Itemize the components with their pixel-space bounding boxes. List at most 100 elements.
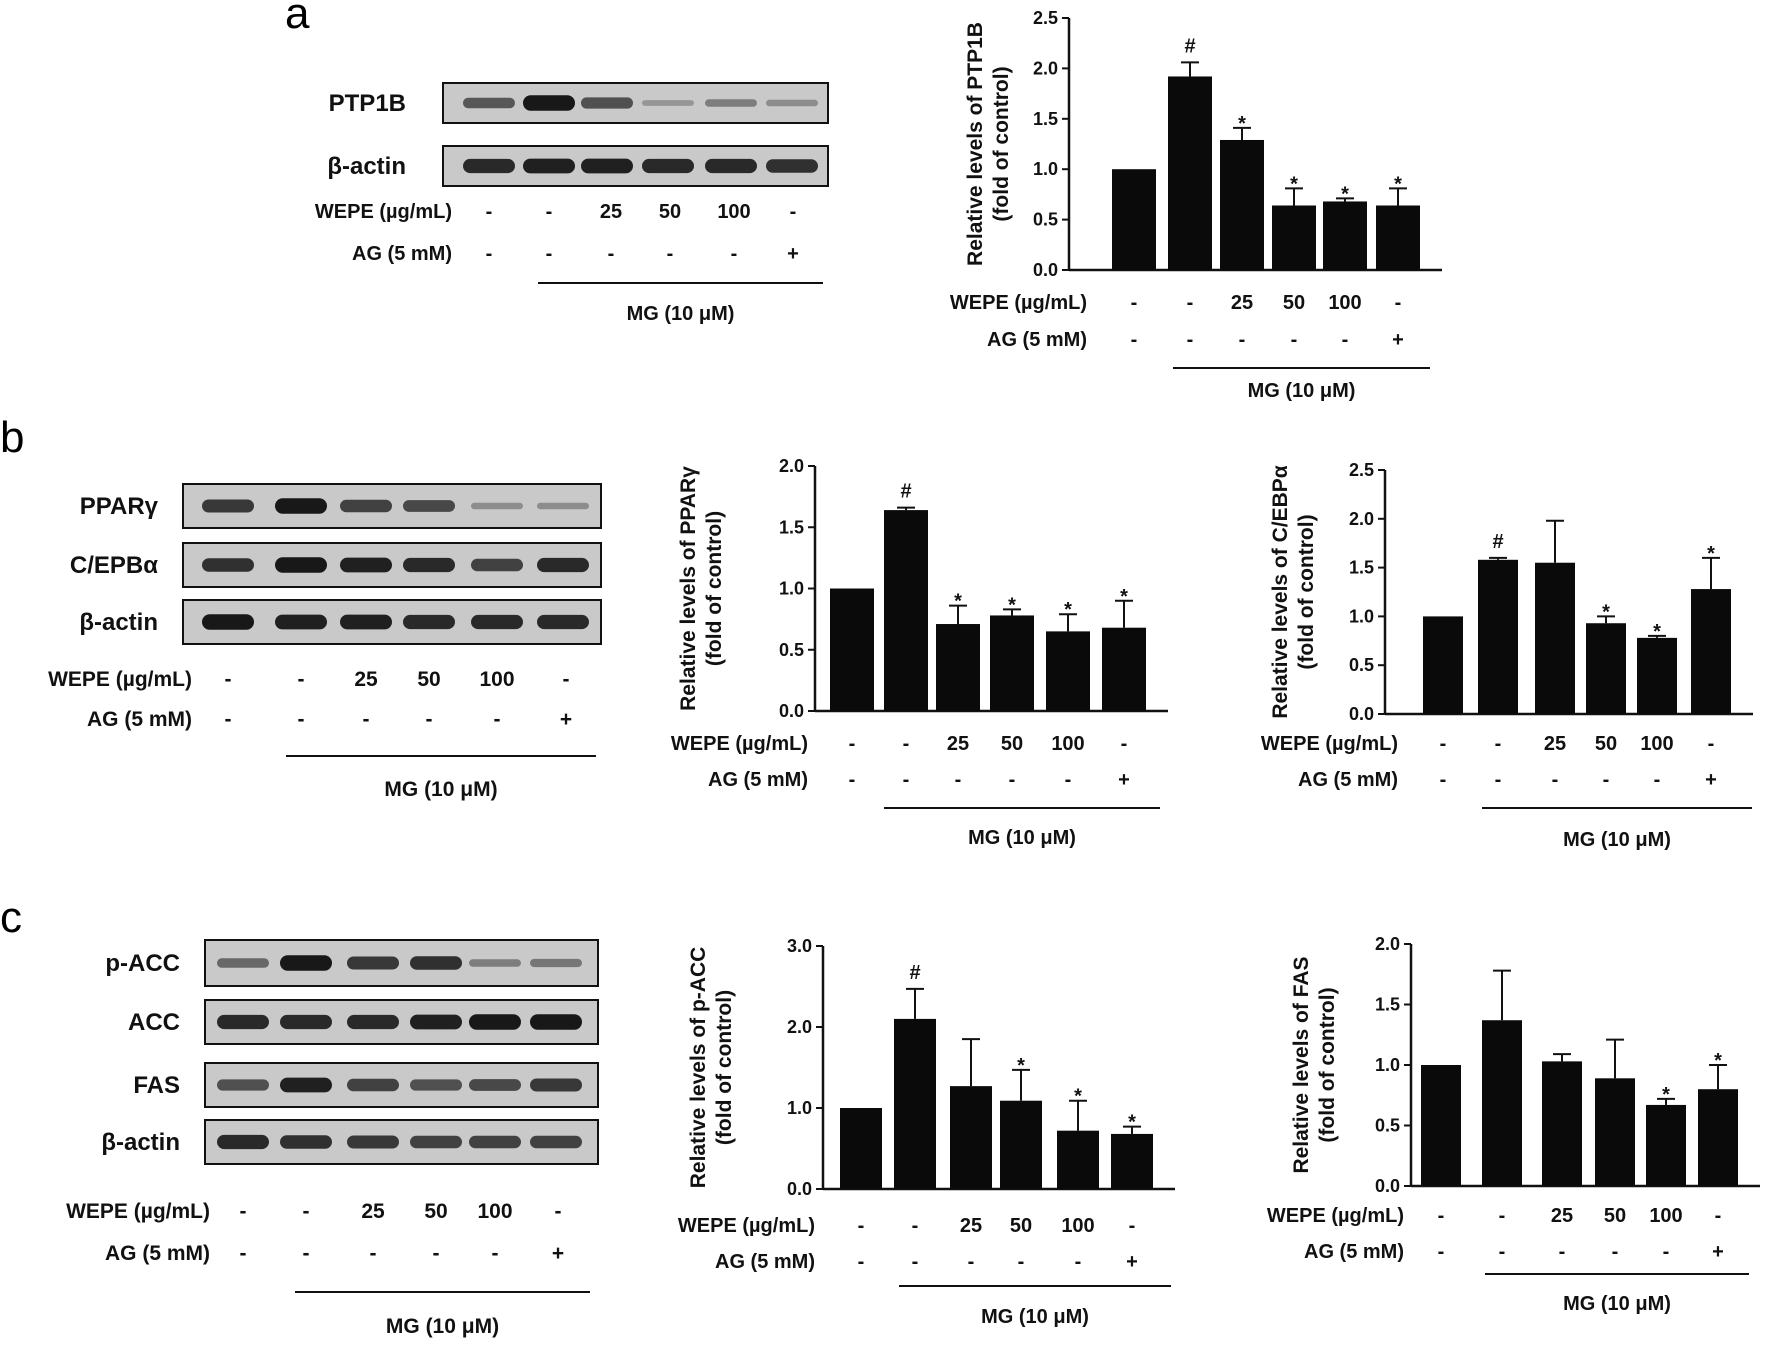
wepe-value: - — [1440, 733, 1447, 755]
bar — [950, 1086, 992, 1189]
bar — [830, 588, 874, 711]
y-tick-label: 1.5 — [1349, 558, 1374, 578]
wepe-label: WEPE (µg/mL) — [671, 733, 808, 755]
wepe-label: WEPE (µg/mL) — [48, 668, 192, 691]
wepe-value: 50 — [1283, 292, 1305, 314]
y-axis-label-line: Relative levels of PPARγ — [677, 466, 700, 711]
bar — [1595, 1078, 1635, 1186]
blot-band — [202, 614, 254, 630]
blot-band — [410, 956, 462, 970]
blot-band — [340, 557, 392, 573]
y-tick-label: 0.0 — [1375, 1176, 1400, 1196]
blot-band — [469, 1135, 521, 1149]
ag-value: + — [1705, 769, 1717, 791]
ag-value: - — [1559, 1241, 1566, 1263]
blot-band — [280, 955, 332, 971]
bar — [1586, 623, 1626, 714]
significance-hash: # — [909, 962, 920, 984]
y-tick-label: 2.0 — [779, 456, 804, 476]
bar — [936, 624, 980, 711]
ag-value: - — [225, 708, 232, 731]
blot-condition-tables: WEPE (µg/mL) AG (5 mM) - - - - 25 - 50 - 100 - - + MG … — [48, 201, 823, 1338]
blot-band — [537, 502, 589, 510]
wepe-value: 25 — [960, 1215, 982, 1237]
ag-value: - — [1499, 1241, 1506, 1263]
wepe-value: 50 — [1595, 733, 1617, 755]
blot-band — [523, 158, 575, 174]
ag-value: - — [1009, 769, 1016, 791]
y-tick-label: 1.5 — [779, 517, 804, 537]
chart-0: 0.0 0.5 1.0 1.5 2.0 2.5 Relative levels of PTP… — [950, 8, 1442, 402]
y-axis-label-line: Relative levels of p-ACC — [687, 947, 710, 1189]
wepe-value: 100 — [1649, 1205, 1682, 1227]
y-tick-label: 2.0 — [1375, 934, 1400, 954]
wepe-value: - — [849, 733, 856, 755]
ag-value: - — [667, 243, 674, 265]
blot-band — [469, 1014, 521, 1030]
ag-value: - — [298, 708, 305, 731]
wepe-value: - — [858, 1215, 865, 1237]
ag-value: + — [1126, 1251, 1138, 1273]
blot-band — [469, 959, 521, 967]
mg-label: MG (10 μM) — [627, 303, 735, 325]
y-axis-label-line: Relative levels of FAS — [1290, 956, 1313, 1173]
blot-band — [275, 498, 327, 514]
wepe-value: 25 — [1544, 733, 1566, 755]
wepe-value: 50 — [659, 201, 681, 223]
ag-value: + — [1712, 1241, 1724, 1263]
blot-1-0: PPARγ — [80, 483, 602, 529]
bar — [1323, 201, 1367, 270]
blot-label: β-actin — [101, 1129, 180, 1156]
y-axis-label-line: (fold of control) — [1316, 987, 1339, 1142]
ag-label: AG (5 mM) — [715, 1251, 815, 1273]
y-axis-label: Relative levels of p-ACC (fold of control… — [687, 947, 736, 1189]
blot-band — [530, 958, 582, 968]
bar — [1376, 205, 1420, 270]
blot-band — [766, 159, 818, 173]
wepe-value: 25 — [947, 733, 969, 755]
wepe-value: 25 — [600, 201, 622, 223]
chart-1-conditions: WEPE (µg/mL) AG (5 mM) - - - - 25 - 50 - 100 - - + MG … — [671, 733, 1160, 849]
wepe-value: - — [225, 668, 232, 691]
bar — [894, 1018, 936, 1189]
wepe-value: - — [1495, 733, 1502, 755]
blot-label: PPARγ — [80, 493, 159, 520]
ag-value: - — [1131, 329, 1138, 351]
bar — [840, 1108, 882, 1189]
y-tick-label: 3.0 — [787, 936, 812, 956]
wepe-value: 100 — [1051, 733, 1084, 755]
ag-value: - — [1552, 769, 1559, 791]
mg-label: MG (10 μM) — [386, 1315, 499, 1338]
blot-band — [280, 1014, 332, 1030]
ag-value: - — [426, 708, 433, 731]
ag-label: AG (5 mM) — [105, 1242, 210, 1265]
ag-value: + — [560, 708, 572, 731]
ag-label: AG (5 mM) — [708, 769, 808, 791]
blot-0-1: β-actin — [327, 145, 829, 187]
ag-value: + — [552, 1242, 564, 1265]
wepe-value: 100 — [477, 1200, 512, 1223]
bar — [1542, 1061, 1582, 1186]
ag-value: - — [903, 769, 910, 791]
significance-star: * — [1074, 1086, 1082, 1108]
significance-hash: # — [1184, 35, 1195, 57]
blot-label: C/EPBα — [70, 552, 158, 579]
y-axis-label: Relative levels of FAS (fold of control) — [1290, 956, 1339, 1173]
blot-label: PTP1B — [329, 90, 406, 117]
blot-band — [537, 557, 589, 573]
wepe-value: 25 — [361, 1200, 385, 1223]
y-tick-label: 2.0 — [1033, 58, 1058, 78]
significance-star: * — [954, 591, 962, 613]
blot-2-0: p-ACC — [105, 939, 599, 987]
blot-band — [347, 1135, 399, 1149]
y-tick-label: 1.0 — [779, 579, 804, 599]
ag-value: - — [1654, 769, 1661, 791]
y-tick-label: 1.0 — [1349, 606, 1374, 626]
y-tick-label: 1.5 — [1375, 995, 1400, 1015]
y-tick-label: 0.5 — [779, 640, 804, 660]
ag-label: AG (5 mM) — [1304, 1241, 1404, 1263]
blot-label: β-actin — [327, 153, 406, 180]
ag-value: - — [492, 1242, 499, 1265]
y-tick-label: 1.0 — [1375, 1055, 1400, 1075]
wepe-label: WEPE (µg/mL) — [950, 292, 1087, 314]
